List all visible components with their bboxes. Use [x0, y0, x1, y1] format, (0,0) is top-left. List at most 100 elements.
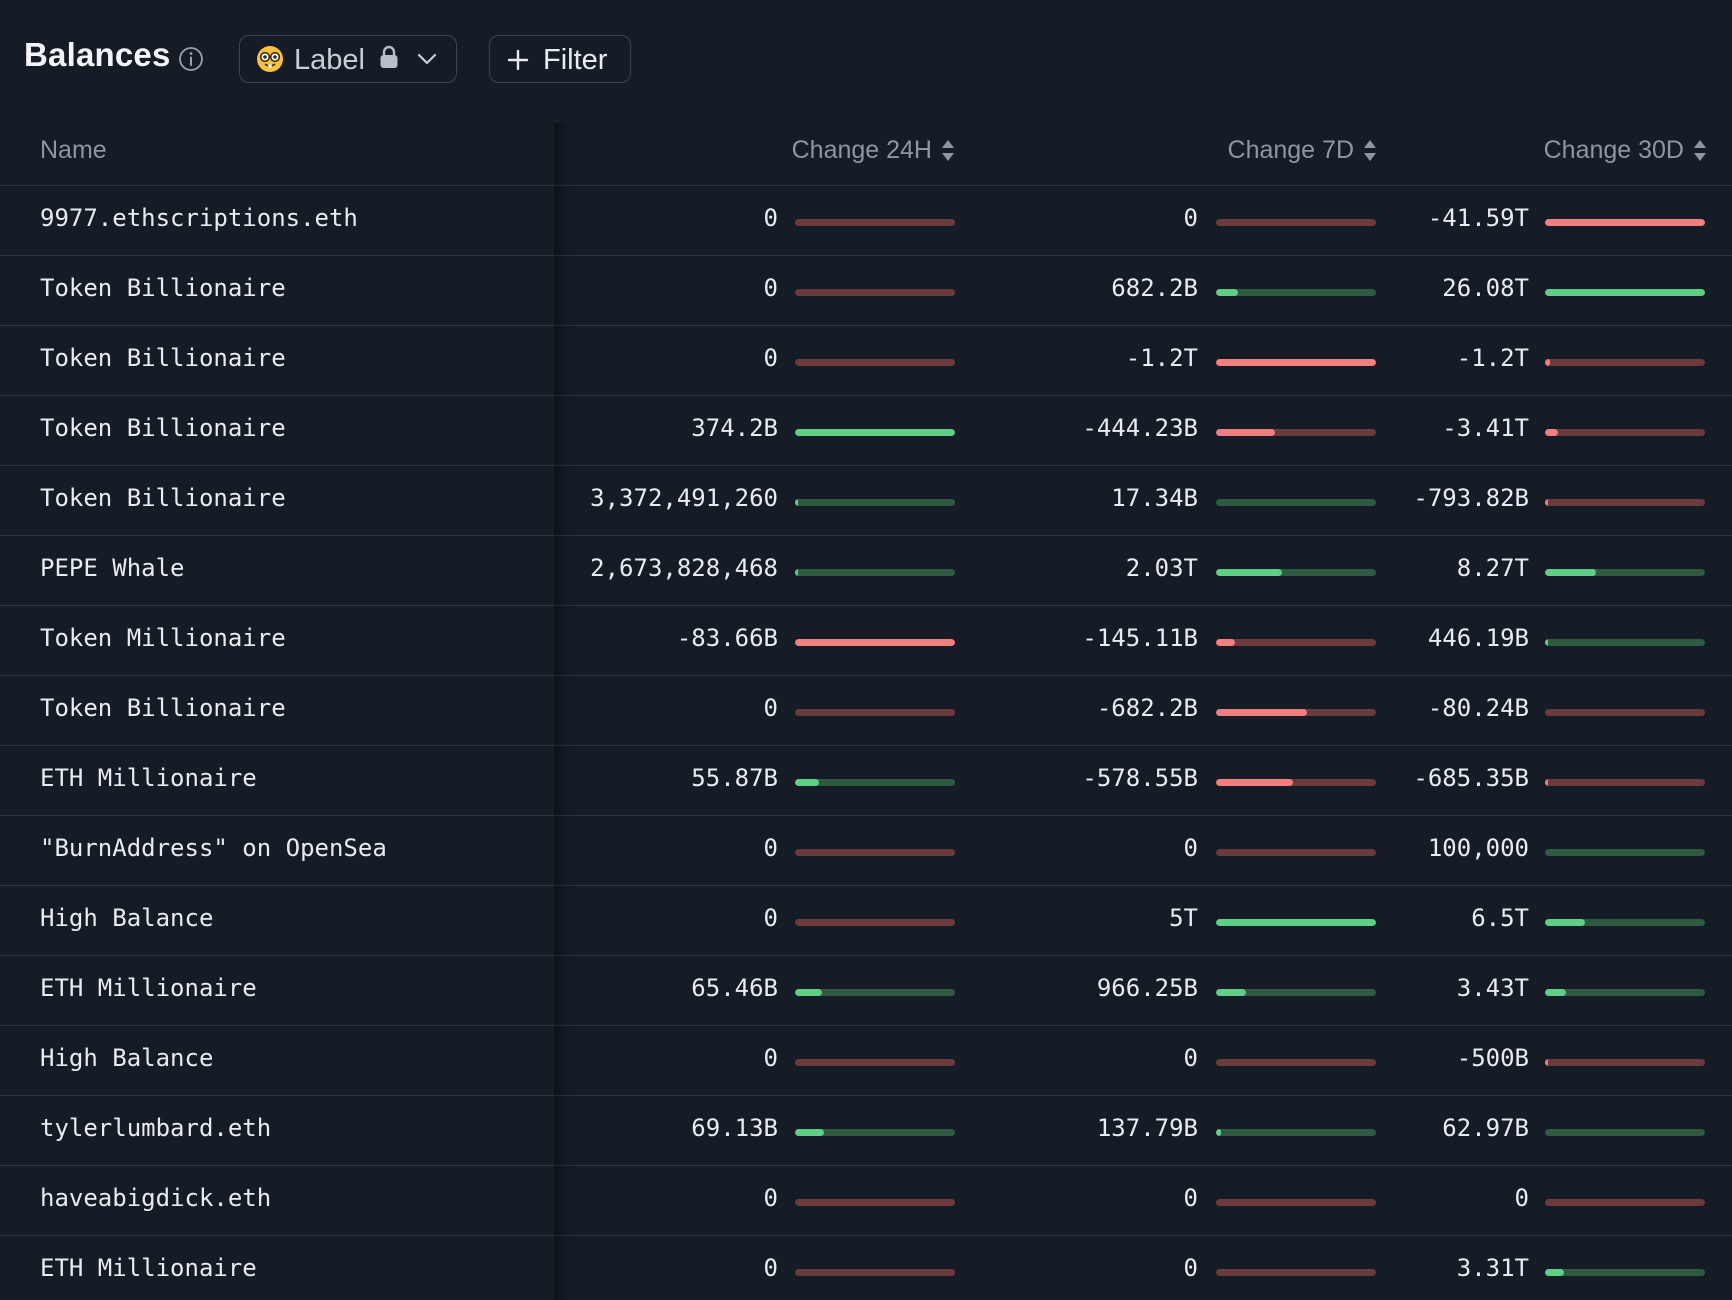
change-24-value: 0 [763, 1254, 778, 1282]
row-name[interactable]: tylerlumbard.eth [40, 1114, 272, 1142]
row-name[interactable]: ETH Millionaire [40, 974, 257, 1002]
column-header-name: Name [40, 136, 107, 165]
change-24-value: 0 [763, 204, 778, 232]
row-name[interactable]: Token Billionaire [40, 484, 286, 512]
row-name[interactable]: ETH Millionaire [40, 764, 257, 792]
row-name[interactable]: 9977.ethscriptions.eth [40, 204, 358, 232]
change-30d-value: 8.27T [1456, 554, 1529, 582]
change-7d-value: 0 [1183, 1044, 1198, 1072]
change-7d-bar [1216, 1129, 1376, 1136]
balances-toolbar: Balances Label Filter [0, 0, 1732, 120]
table-row[interactable]: Token Billionaire 374.2B -444.23B -3.41T [0, 396, 1732, 466]
change-30d-bar-fill [1545, 919, 1585, 926]
change-30d-bar [1545, 219, 1705, 226]
change-24-bar [795, 779, 955, 786]
change-30d-value: 3.31T [1456, 1254, 1529, 1282]
change-30d-value: -685.35B [1413, 764, 1529, 792]
change-30d-value: -793.82B [1413, 484, 1529, 512]
change-24-bar [795, 289, 955, 296]
change-7d-bar [1216, 1199, 1376, 1206]
row-name[interactable]: Token Millionaire [40, 624, 286, 652]
table-row[interactable]: High Balance 0 0 -500B [0, 1026, 1732, 1096]
change-24-value: -83.66B [676, 624, 778, 652]
row-name[interactable]: PEPE Whale [40, 554, 185, 582]
row-name[interactable]: Token Billionaire [40, 274, 286, 302]
column-header-change-7d[interactable]: Change 7D [1228, 136, 1378, 165]
change-7d-value: -444.23B [1082, 414, 1198, 442]
change-24-bar-fill [795, 499, 799, 506]
table-row[interactable]: ETH Millionaire 65.46B 966.25B 3.43T [0, 956, 1732, 1026]
change-7d-bar [1216, 569, 1376, 576]
change-7d-value: 0 [1183, 204, 1198, 232]
change-7d-bar [1216, 289, 1376, 296]
table-row[interactable]: ETH Millionaire 0 0 3.31T [0, 1236, 1732, 1300]
row-name[interactable]: High Balance [40, 1044, 214, 1072]
table-row[interactable]: "BurnAddress" on OpenSea 0 0 100,000 [0, 816, 1732, 886]
change-30d-bar-fill [1545, 779, 1549, 786]
change-7d-value: -578.55B [1082, 764, 1198, 792]
change-7d-bar [1216, 639, 1376, 646]
row-name[interactable]: High Balance [40, 904, 214, 932]
row-name[interactable]: "BurnAddress" on OpenSea [40, 834, 387, 862]
change-24-bar-fill [795, 1129, 824, 1136]
sort-icon [1694, 139, 1706, 161]
table-row[interactable]: Token Billionaire 0 -1.2T -1.2T [0, 326, 1732, 396]
row-name[interactable]: Token Billionaire [40, 344, 286, 372]
table-row[interactable]: Token Billionaire 3,372,491,260 17.34B -793… [0, 466, 1732, 536]
sort-icon [1364, 139, 1376, 161]
label-filter-dropdown[interactable]: Label [239, 35, 457, 83]
row-name[interactable]: Token Billionaire [40, 414, 286, 442]
row-name[interactable]: ETH Millionaire [40, 1254, 257, 1282]
change-30d-bar [1545, 1199, 1705, 1206]
change-7d-bar [1216, 359, 1376, 366]
change-30d-bar [1545, 289, 1705, 296]
table-row[interactable]: Token Billionaire 0 682.2B 26.08T [0, 256, 1732, 326]
table-row[interactable]: Token Millionaire -83.66B -145.11B 446.19B [0, 606, 1732, 676]
column-header-change-30d[interactable]: Change 30D [1544, 136, 1708, 165]
change-24-bar [795, 989, 955, 996]
change-24-bar [795, 1059, 955, 1066]
change-7d-bar [1216, 849, 1376, 856]
info-icon[interactable] [178, 46, 204, 72]
change-30d-bar-fill [1545, 639, 1549, 646]
change-30d-bar [1545, 359, 1705, 366]
change-24-bar [795, 1269, 955, 1276]
row-name[interactable]: haveabigdick.eth [40, 1184, 272, 1212]
change-24-bar [795, 709, 955, 716]
change-7d-bar-fill [1216, 569, 1282, 576]
change-24-bar [795, 429, 955, 436]
plus-icon [507, 49, 529, 71]
table-row[interactable]: High Balance 0 5T 6.5T [0, 886, 1732, 956]
change-7d-bar-fill [1216, 1129, 1221, 1136]
change-30d-bar-fill [1545, 429, 1558, 436]
change-7d-value: 137.79B [1096, 1114, 1198, 1142]
change-24-value: 2,673,828,468 [590, 554, 778, 582]
change-7d-value: 2.03T [1125, 554, 1198, 582]
column-header-change-30d-label: Change 30D [1543, 136, 1684, 164]
change-30d-bar [1545, 709, 1705, 716]
change-7d-value: -145.11B [1082, 624, 1198, 652]
table-row[interactable]: Token Billionaire 0 -682.2B -80.24B [0, 676, 1732, 746]
change-7d-bar [1216, 219, 1376, 226]
table-row[interactable]: 9977.ethscriptions.eth 0 0 -41.59T [0, 186, 1732, 256]
change-30d-bar [1545, 919, 1705, 926]
change-24-value: 0 [763, 274, 778, 302]
change-7d-bar-fill [1216, 429, 1276, 436]
add-filter-button[interactable]: Filter [489, 35, 631, 83]
table-row[interactable]: PEPE Whale 2,673,828,468 2.03T 8.27T [0, 536, 1732, 606]
change-24-value: 0 [763, 694, 778, 722]
table-row[interactable]: haveabigdick.eth 0 0 0 [0, 1166, 1732, 1236]
table-row[interactable]: tylerlumbard.eth 69.13B 137.79B 62.97B [0, 1096, 1732, 1166]
change-30d-value: -80.24B [1427, 694, 1529, 722]
change-24-bar [795, 569, 955, 576]
change-7d-value: 17.34B [1111, 484, 1198, 512]
change-7d-bar [1216, 989, 1376, 996]
table-row[interactable]: ETH Millionaire 55.87B -578.55B -685.35B [0, 746, 1732, 816]
change-24-value: 0 [763, 1184, 778, 1212]
change-30d-value: -1.2T [1456, 344, 1529, 372]
change-24-bar [795, 219, 955, 226]
change-30d-value: 6.5T [1471, 904, 1529, 932]
row-name[interactable]: Token Billionaire [40, 694, 286, 722]
column-header-change-24h[interactable]: Change 24H [792, 136, 956, 165]
nerd-face-icon [257, 46, 283, 72]
